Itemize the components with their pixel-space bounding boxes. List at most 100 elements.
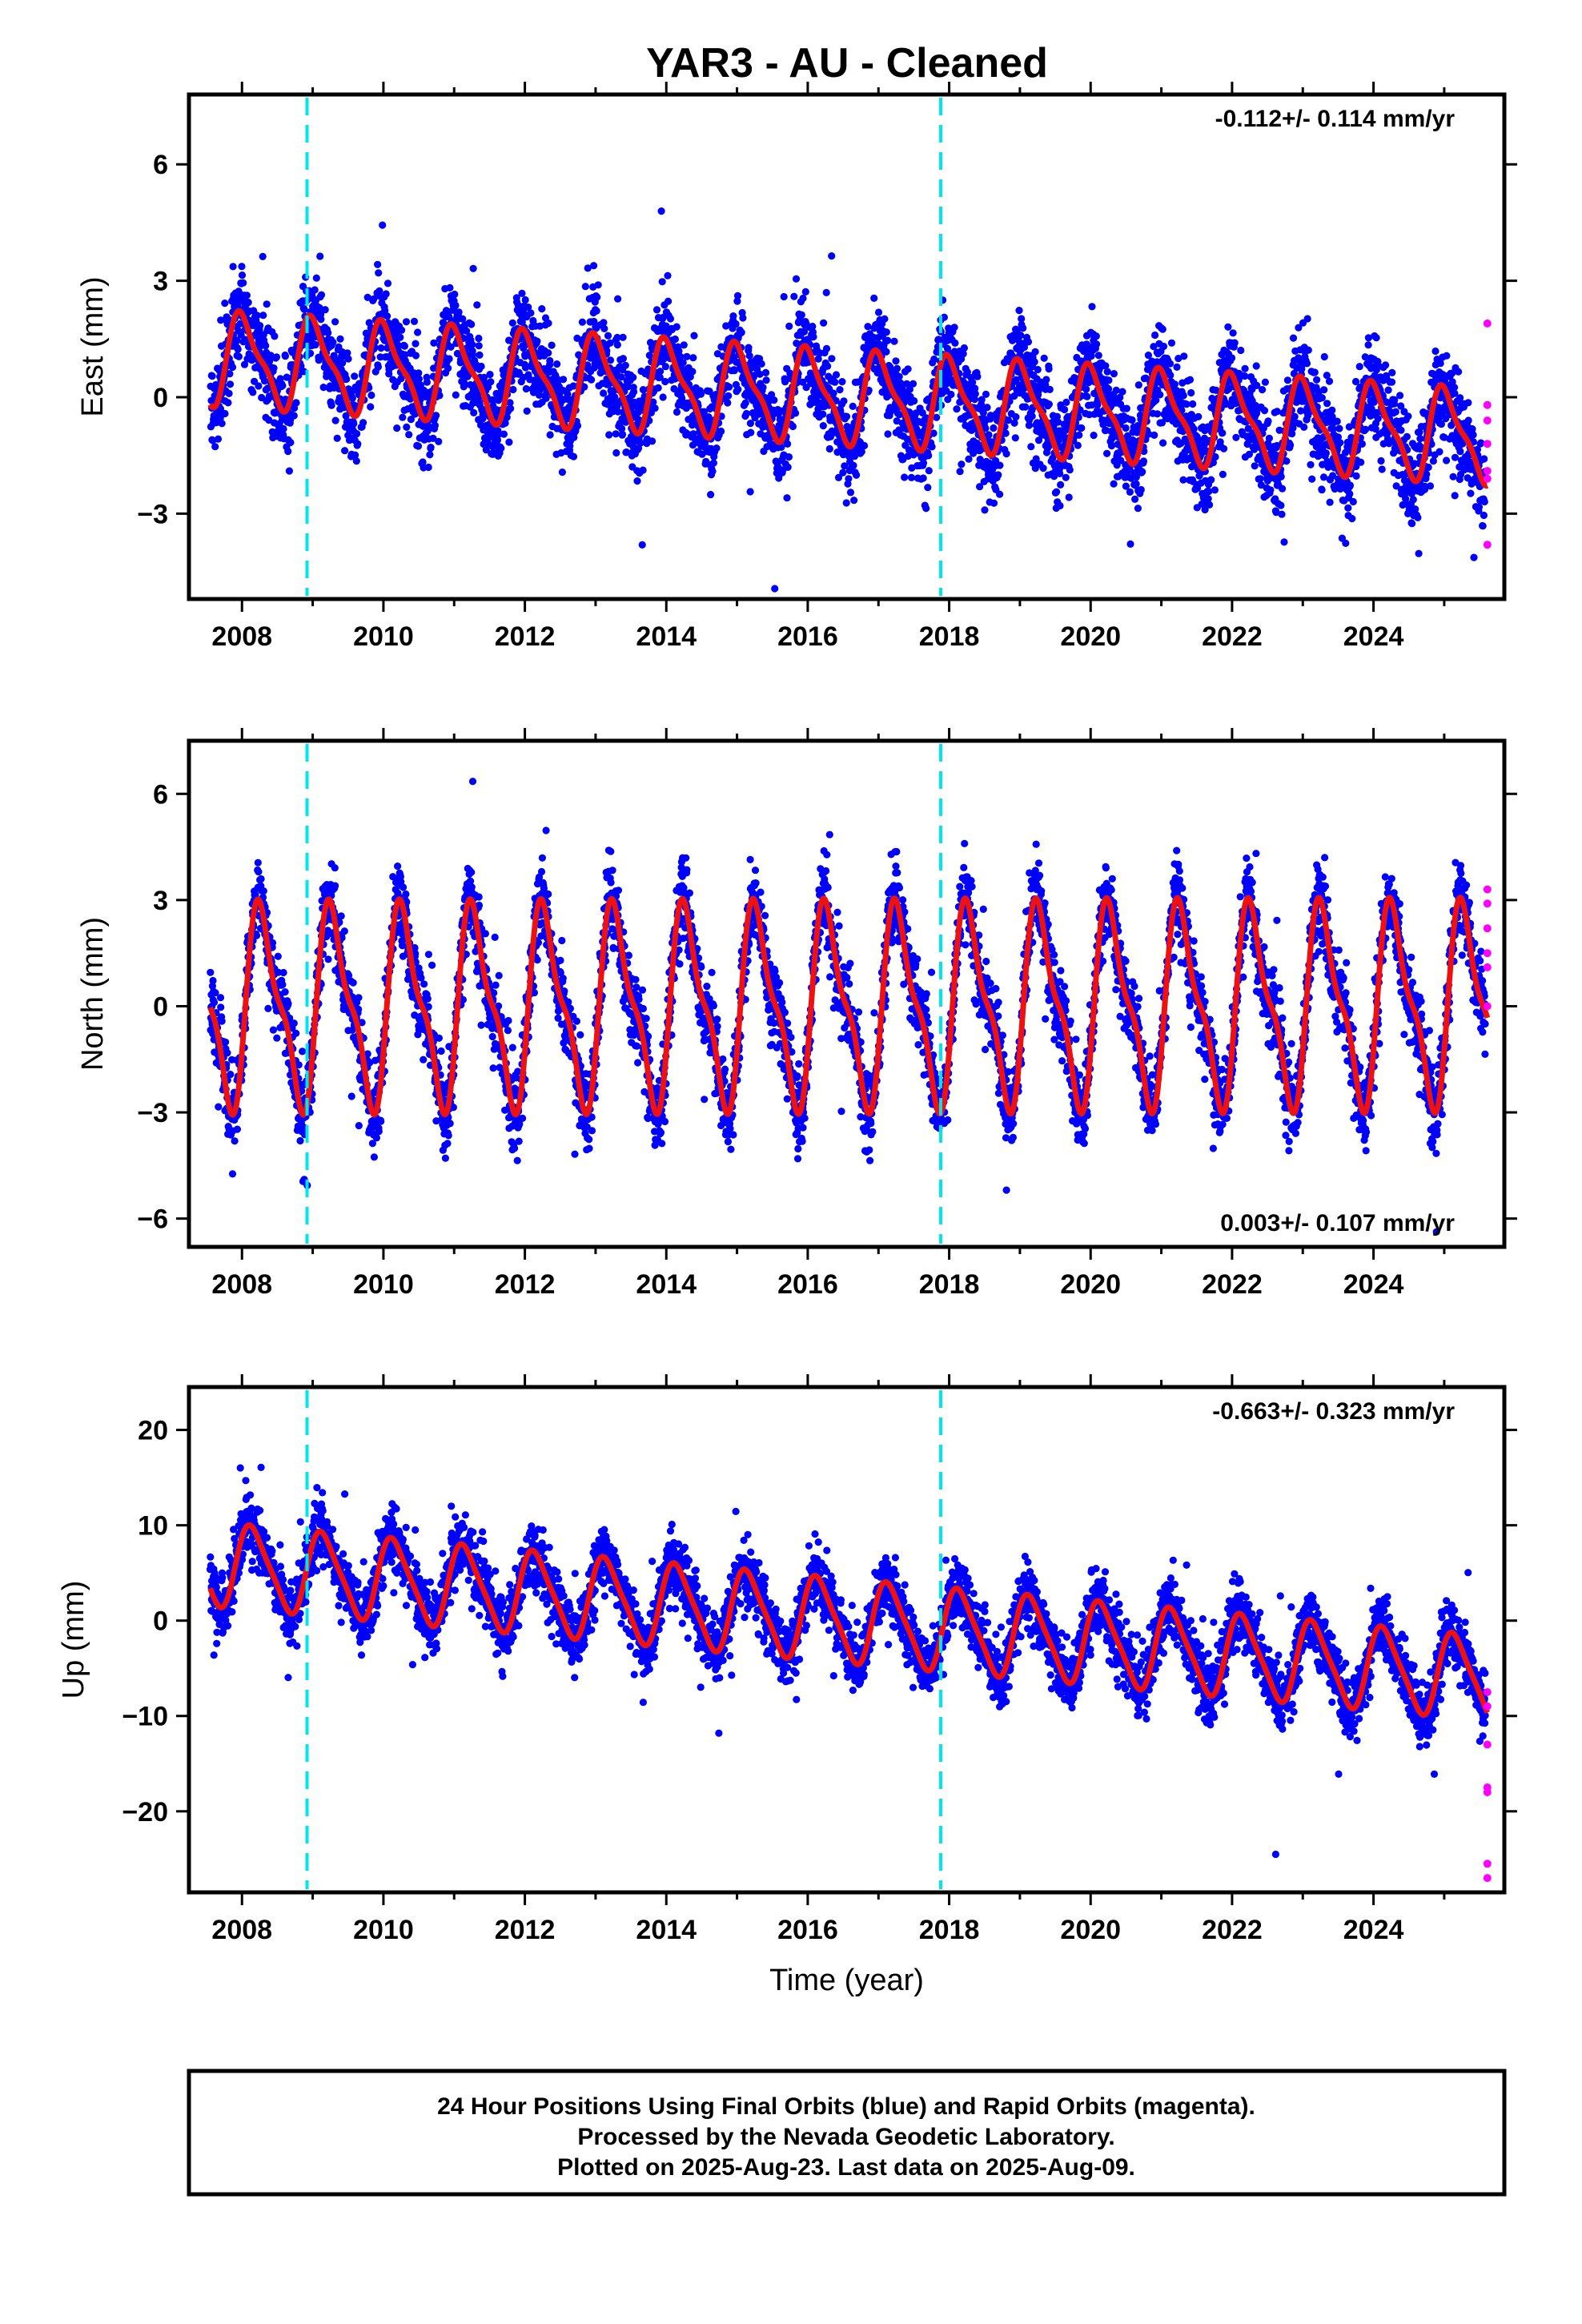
final-orbit-point <box>605 431 613 439</box>
final-orbit-point <box>444 364 452 372</box>
final-orbit-point <box>1137 485 1145 494</box>
final-orbit-point <box>265 416 273 424</box>
final-orbit-point <box>400 342 408 350</box>
final-orbit-point <box>1093 340 1101 348</box>
final-orbit-point <box>1187 388 1195 397</box>
final-orbit-point <box>1259 386 1267 394</box>
final-orbit-point <box>1426 482 1435 490</box>
final-orbit-point <box>950 324 958 332</box>
final-orbit-point <box>1015 307 1023 315</box>
final-orbit-point <box>544 320 552 328</box>
final-orbit-point <box>1065 493 1073 501</box>
final-orbit-point <box>741 399 749 407</box>
final-orbit-point <box>1128 416 1136 424</box>
final-orbit-point <box>1289 334 1298 342</box>
final-orbit-point <box>1118 665 1125 673</box>
final-orbit-point <box>746 420 755 428</box>
final-orbit-point <box>679 359 687 367</box>
final-orbit-point <box>240 360 249 368</box>
final-orbit-point <box>1414 513 1422 522</box>
final-orbit-point <box>482 446 490 454</box>
final-orbit-point <box>592 307 600 315</box>
final-orbit-point <box>839 468 847 476</box>
final-orbit-point <box>666 315 675 323</box>
final-orbit-point <box>315 356 323 364</box>
final-orbit-point <box>546 431 554 439</box>
final-orbit-point <box>780 292 788 301</box>
final-orbit-point <box>382 290 390 298</box>
final-orbit-point <box>255 382 263 390</box>
final-orbit-point <box>732 320 740 328</box>
final-orbit-point <box>1170 380 1178 388</box>
final-orbit-point <box>468 320 476 328</box>
final-orbit-point <box>611 393 619 401</box>
final-orbit-point <box>1011 434 1019 442</box>
final-orbit-point <box>1443 456 1451 464</box>
final-orbit-point <box>1166 371 1174 380</box>
final-orbit-point <box>1094 352 1102 360</box>
final-orbit-point <box>1042 376 1050 384</box>
final-orbit-point <box>842 499 850 507</box>
final-orbit-point <box>1318 486 1326 494</box>
final-orbit-point <box>262 342 270 350</box>
final-orbit-point <box>263 300 271 308</box>
final-orbit-point <box>403 423 411 432</box>
final-orbit-point <box>393 424 401 432</box>
final-orbit-point <box>1092 332 1100 340</box>
final-orbit-point <box>208 372 216 380</box>
final-orbit-point <box>1256 475 1264 483</box>
final-orbit-point <box>1166 360 1174 368</box>
final-orbit-point <box>958 460 966 468</box>
final-orbit-point <box>292 399 300 407</box>
final-orbit-point <box>1251 462 1259 470</box>
final-orbit-point <box>661 377 669 386</box>
final-orbit-point <box>593 293 601 301</box>
final-orbit-point <box>1132 480 1140 488</box>
final-orbit-point <box>224 399 232 407</box>
final-orbit-point <box>1189 400 1197 408</box>
final-orbit-point <box>713 444 721 452</box>
final-orbit-point <box>412 352 420 360</box>
final-orbit-point <box>1362 425 1370 433</box>
final-orbit-point <box>1467 489 1475 497</box>
final-orbit-point <box>1138 468 1146 476</box>
final-orbit-point <box>235 352 243 360</box>
final-orbit-point <box>1431 347 1439 356</box>
final-orbit-point <box>374 363 382 371</box>
final-orbit-point <box>1308 475 1316 483</box>
final-orbit-point <box>234 345 242 353</box>
final-orbit-point <box>331 318 339 326</box>
final-orbit-point <box>733 297 741 305</box>
final-orbit-point <box>312 274 320 282</box>
final-orbit-point <box>1449 472 1457 480</box>
final-orbit-point <box>343 349 351 357</box>
final-orbit-point <box>757 360 765 368</box>
final-orbit-point <box>882 328 890 336</box>
final-orbit-point <box>324 329 332 337</box>
final-orbit-point <box>1377 456 1385 465</box>
final-orbit-point <box>820 319 828 327</box>
final-orbit-point <box>689 354 697 362</box>
final-orbit-point <box>840 397 848 405</box>
final-orbit-point <box>271 332 279 340</box>
final-orbit-point <box>375 269 383 277</box>
final-orbit-point <box>581 283 589 291</box>
final-orbit-point <box>1435 448 1443 456</box>
final-orbit-point <box>352 457 360 465</box>
final-orbit-point <box>287 438 295 447</box>
final-orbit-point <box>677 352 685 360</box>
final-orbit-point <box>709 468 717 476</box>
final-orbit-point <box>321 306 329 314</box>
final-orbit-point <box>971 390 979 398</box>
final-orbit-point <box>1303 315 1311 323</box>
final-orbit-point <box>1062 398 1070 406</box>
final-orbit-point <box>506 399 514 407</box>
final-orbit-point <box>785 453 793 461</box>
final-orbit-point <box>648 437 656 445</box>
final-orbit-point <box>1022 403 1030 411</box>
final-orbit-point <box>1279 485 1287 493</box>
final-orbit-point <box>1159 342 1168 351</box>
final-orbit-point <box>717 427 725 436</box>
final-orbit-point <box>658 278 666 286</box>
final-orbit-point <box>1220 444 1228 452</box>
